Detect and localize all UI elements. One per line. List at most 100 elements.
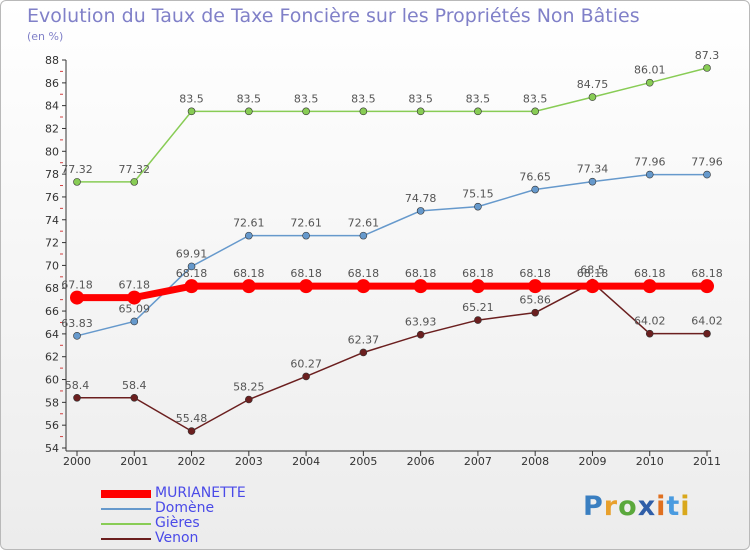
x-tick-label: 2005	[349, 455, 377, 468]
data-point-murianette	[700, 279, 714, 294]
data-label-venon: 60.27	[290, 357, 322, 370]
data-label-murianette: 68.18	[462, 267, 494, 280]
data-point-gi-res	[302, 107, 310, 116]
y-tick-label: 60	[45, 374, 59, 387]
data-point-dom-ne	[588, 177, 597, 186]
data-point-venon	[73, 393, 81, 402]
data-label-dom-ne: 77.96	[691, 156, 723, 169]
y-tick-label: 54	[45, 442, 59, 455]
data-label-gi-res: 87.3	[695, 49, 720, 62]
series-line-gi-res	[76, 67, 708, 183]
data-point-murianette	[528, 279, 543, 294]
data-point-venon	[645, 329, 654, 338]
data-label-murianette: 68.18	[405, 267, 437, 280]
y-tick-label: 88	[45, 54, 59, 67]
data-label-dom-ne: 72.61	[348, 217, 380, 230]
legend-swatch	[101, 538, 151, 540]
data-point-murianette	[356, 279, 371, 294]
x-tick-label: 2004	[292, 455, 320, 468]
legend-label: MURIANETTE	[155, 485, 246, 501]
data-point-gi-res	[588, 93, 597, 101]
data-point-gi-res	[531, 107, 539, 116]
data-label-dom-ne: 63.83	[61, 317, 93, 330]
legend-swatch	[101, 490, 151, 498]
data-label-gi-res: 83.5	[466, 92, 491, 105]
legend-swatch	[101, 523, 151, 525]
data-point-dom-ne	[187, 262, 196, 271]
x-tick-label: 2009	[578, 455, 606, 468]
data-label-murianette: 68.18	[176, 267, 208, 280]
data-point-murianette	[585, 279, 600, 294]
y-tick-label: 78	[45, 168, 59, 181]
data-label-gi-res: 84.75	[577, 78, 609, 91]
x-tick-label: 2001	[120, 455, 148, 468]
data-point-gi-res	[703, 64, 711, 72]
data-label-dom-ne: 75.15	[462, 188, 494, 201]
data-point-dom-ne	[73, 332, 81, 340]
data-point-murianette	[470, 279, 485, 294]
unit-label: (en %)	[27, 30, 64, 43]
data-point-murianette	[127, 290, 142, 305]
y-tick-label: 56	[45, 419, 59, 432]
y-tick-label: 72	[45, 237, 59, 250]
data-point-venon	[130, 393, 139, 402]
y-tick-label: 74	[45, 214, 59, 227]
data-label-dom-ne: 77.34	[577, 163, 609, 176]
y-tick-label: 62	[45, 351, 59, 364]
data-point-venon	[531, 308, 539, 317]
data-point-dom-ne	[703, 170, 711, 179]
chart-title: Evolution du Taux de Taxe Foncière sur l…	[27, 5, 640, 27]
data-point-murianette	[413, 279, 428, 294]
y-tick-label: 76	[45, 191, 59, 204]
y-tick-label: 84	[45, 100, 59, 113]
data-label-venon: 68.5	[580, 264, 605, 277]
data-label-gi-res: 77.32	[119, 163, 151, 176]
data-label-venon: 58.25	[233, 381, 265, 394]
data-label-dom-ne: 72.61	[290, 217, 322, 230]
data-label-dom-ne: 72.61	[233, 217, 265, 230]
data-point-gi-res	[130, 178, 139, 186]
data-label-venon: 65.21	[462, 301, 494, 314]
data-label-gi-res: 83.5	[294, 92, 319, 105]
data-point-venon	[187, 427, 196, 435]
data-label-gi-res: 83.5	[351, 92, 376, 105]
data-point-dom-ne	[645, 170, 654, 179]
data-label-murianette: 68.18	[233, 267, 265, 280]
data-label-dom-ne: 77.96	[634, 156, 666, 169]
x-tick-label: 2003	[235, 455, 263, 468]
data-point-murianette	[184, 279, 199, 294]
x-tick-label: 2000	[63, 455, 91, 468]
data-point-dom-ne	[531, 185, 539, 194]
data-point-gi-res	[245, 107, 253, 116]
data-point-gi-res	[416, 107, 425, 116]
data-label-venon: 55.48	[176, 412, 208, 425]
series-line-venon	[76, 281, 708, 432]
data-label-murianette: 67.18	[119, 279, 151, 292]
data-label-murianette: 68.18	[290, 267, 322, 280]
data-point-venon	[703, 329, 711, 338]
data-label-gi-res: 77.32	[61, 163, 93, 176]
y-tick-label: 70	[45, 259, 59, 272]
data-label-venon: 58.4	[122, 379, 147, 392]
y-tick-label: 64	[45, 328, 59, 341]
data-label-murianette: 68.18	[634, 267, 666, 280]
data-label-gi-res: 83.5	[237, 92, 262, 105]
data-point-dom-ne	[302, 231, 310, 240]
legend-label: Venon	[155, 530, 199, 546]
data-point-gi-res	[187, 107, 196, 116]
data-label-dom-ne: 76.65	[519, 171, 551, 184]
data-label-venon: 62.37	[348, 333, 380, 346]
x-tick-label: 2007	[464, 455, 492, 468]
data-point-gi-res	[645, 78, 654, 87]
y-tick-label: 66	[45, 305, 59, 318]
data-point-venon	[245, 395, 253, 404]
series-line-murianette	[73, 282, 711, 302]
data-point-dom-ne	[130, 317, 139, 326]
data-label-dom-ne: 74.78	[405, 192, 437, 205]
data-point-dom-ne	[416, 207, 425, 215]
data-point-murianette	[642, 279, 657, 294]
data-label-murianette: 67.18	[61, 279, 93, 292]
data-label-gi-res: 83.5	[523, 92, 548, 105]
